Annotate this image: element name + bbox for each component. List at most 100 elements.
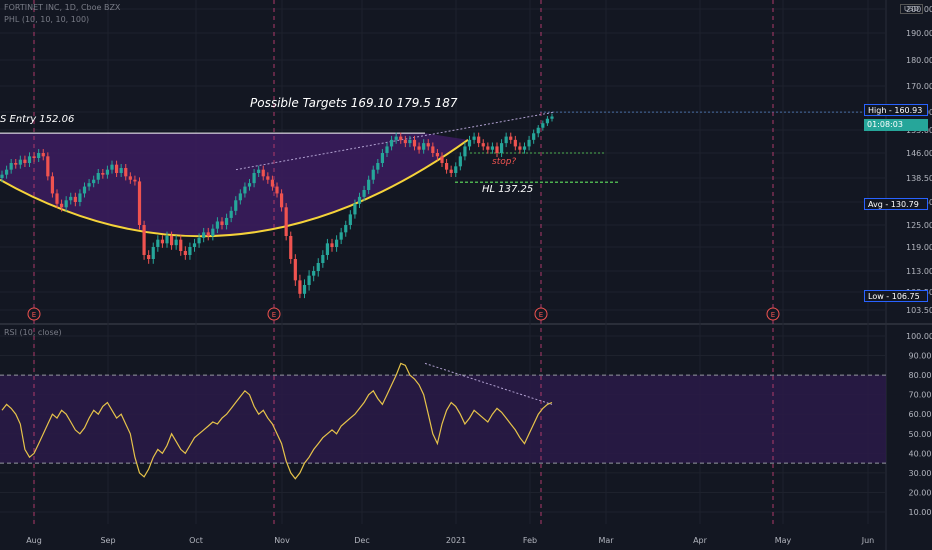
- candle-body[interactable]: [522, 146, 527, 150]
- candle-body[interactable]: [96, 173, 100, 180]
- candle-body[interactable]: [550, 116, 554, 119]
- candle-body[interactable]: [541, 123, 545, 128]
- candle-body[interactable]: [124, 168, 128, 177]
- candle-body[interactable]: [380, 153, 385, 163]
- candle-body[interactable]: [142, 225, 146, 255]
- candle-body[interactable]: [270, 179, 275, 187]
- candle-body[interactable]: [422, 143, 426, 150]
- candle-body[interactable]: [334, 239, 339, 247]
- candle-body[interactable]: [128, 176, 132, 180]
- candle-body[interactable]: [289, 236, 293, 259]
- candle-body[interactable]: [197, 237, 201, 244]
- candle-body[interactable]: [147, 255, 151, 259]
- candle-body[interactable]: [59, 203, 64, 208]
- candle-body[interactable]: [87, 183, 91, 187]
- currency-button[interactable]: USD: [900, 4, 923, 14]
- candle-body[interactable]: [229, 210, 233, 218]
- candle-body[interactable]: [41, 153, 45, 157]
- candle-body[interactable]: [513, 139, 517, 147]
- candle-body[interactable]: [243, 186, 247, 194]
- candle-body[interactable]: [426, 143, 430, 147]
- candle-body[interactable]: [69, 196, 73, 201]
- rsi-line[interactable]: [1, 362, 553, 480]
- candle-body[interactable]: [192, 243, 197, 247]
- candle-body[interactable]: [224, 217, 229, 225]
- candle-body[interactable]: [257, 169, 261, 173]
- candle-body[interactable]: [408, 139, 412, 144]
- candle-body[interactable]: [467, 139, 472, 147]
- candle-body[interactable]: [458, 156, 462, 167]
- candle-body[interactable]: [188, 247, 192, 255]
- candle-body[interactable]: [174, 239, 178, 246]
- candle-body[interactable]: [504, 136, 508, 144]
- candle-body[interactable]: [279, 193, 284, 208]
- candle-body[interactable]: [532, 133, 536, 140]
- candle-body[interactable]: [472, 136, 476, 140]
- candle-body[interactable]: [275, 186, 279, 194]
- price-axis[interactable]: 103.50108.50113.00119.00125.00131.50138.…: [906, 5, 932, 517]
- candle-body[interactable]: [64, 200, 68, 208]
- time-axis[interactable]: Aug Sep Oct Nov Dec 2021 Feb Mar Apr May Jun: [26, 536, 874, 545]
- candle-body[interactable]: [495, 146, 499, 153]
- candle-body[interactable]: [37, 153, 41, 158]
- candle-body[interactable]: [385, 146, 389, 153]
- candle-body[interactable]: [486, 146, 490, 150]
- candle-body[interactable]: [316, 263, 320, 271]
- earnings-marker[interactable]: [267, 307, 281, 321]
- candle-body[interactable]: [394, 136, 398, 140]
- candle-body[interactable]: [9, 163, 13, 170]
- candle-body[interactable]: [527, 139, 531, 147]
- candle-body[interactable]: [215, 221, 220, 229]
- candle-body[interactable]: [101, 173, 105, 175]
- candle-body[interactable]: [211, 228, 215, 236]
- candle-body[interactable]: [463, 146, 467, 157]
- candle-body[interactable]: [0, 174, 4, 178]
- candle-body[interactable]: [477, 136, 481, 144]
- candle-body[interactable]: [266, 176, 270, 180]
- candle-body[interactable]: [73, 196, 77, 202]
- candles[interactable]: [0, 113, 554, 299]
- candle-body[interactable]: [545, 118, 550, 124]
- candle-body[interactable]: [151, 247, 155, 259]
- candle-body[interactable]: [32, 156, 36, 158]
- candle-body[interactable]: [50, 176, 55, 194]
- candle-body[interactable]: [55, 193, 59, 204]
- candle-body[interactable]: [252, 173, 256, 184]
- candle-body[interactable]: [412, 139, 417, 147]
- candle-body[interactable]: [247, 183, 252, 187]
- indicator-legend[interactable]: PHL (10, 10, 10, 100): [4, 15, 90, 24]
- candle-body[interactable]: [105, 169, 110, 175]
- candle-body[interactable]: [481, 143, 485, 147]
- candle-body[interactable]: [183, 251, 187, 255]
- candle-body[interactable]: [312, 271, 316, 276]
- rsi-indicator[interactable]: [1, 362, 553, 480]
- candle-body[interactable]: [389, 139, 394, 147]
- candle-body[interactable]: [444, 163, 449, 170]
- candle-body[interactable]: [435, 153, 440, 157]
- candle-body[interactable]: [307, 275, 311, 285]
- candle-body[interactable]: [344, 225, 348, 233]
- candle-body[interactable]: [92, 179, 96, 184]
- candle-body[interactable]: [518, 146, 522, 150]
- candle-body[interactable]: [357, 196, 362, 204]
- candle-body[interactable]: [403, 139, 407, 144]
- candle-body[interactable]: [509, 136, 513, 140]
- candle-body[interactable]: [156, 239, 160, 247]
- candle-body[interactable]: [339, 232, 343, 240]
- candle-body[interactable]: [169, 236, 174, 246]
- candle-body[interactable]: [4, 169, 9, 175]
- earnings-marker[interactable]: [27, 307, 41, 321]
- candle-body[interactable]: [431, 146, 435, 153]
- candle-body[interactable]: [348, 214, 352, 225]
- candle-body[interactable]: [362, 190, 366, 197]
- candle-body[interactable]: [376, 163, 380, 170]
- candle-body[interactable]: [14, 163, 18, 165]
- candle-body[interactable]: [353, 203, 357, 215]
- candle-body[interactable]: [499, 143, 504, 153]
- candle-body[interactable]: [284, 207, 288, 236]
- candle-body[interactable]: [330, 243, 334, 247]
- candle-body[interactable]: [119, 168, 123, 173]
- earnings-marker[interactable]: [766, 307, 780, 321]
